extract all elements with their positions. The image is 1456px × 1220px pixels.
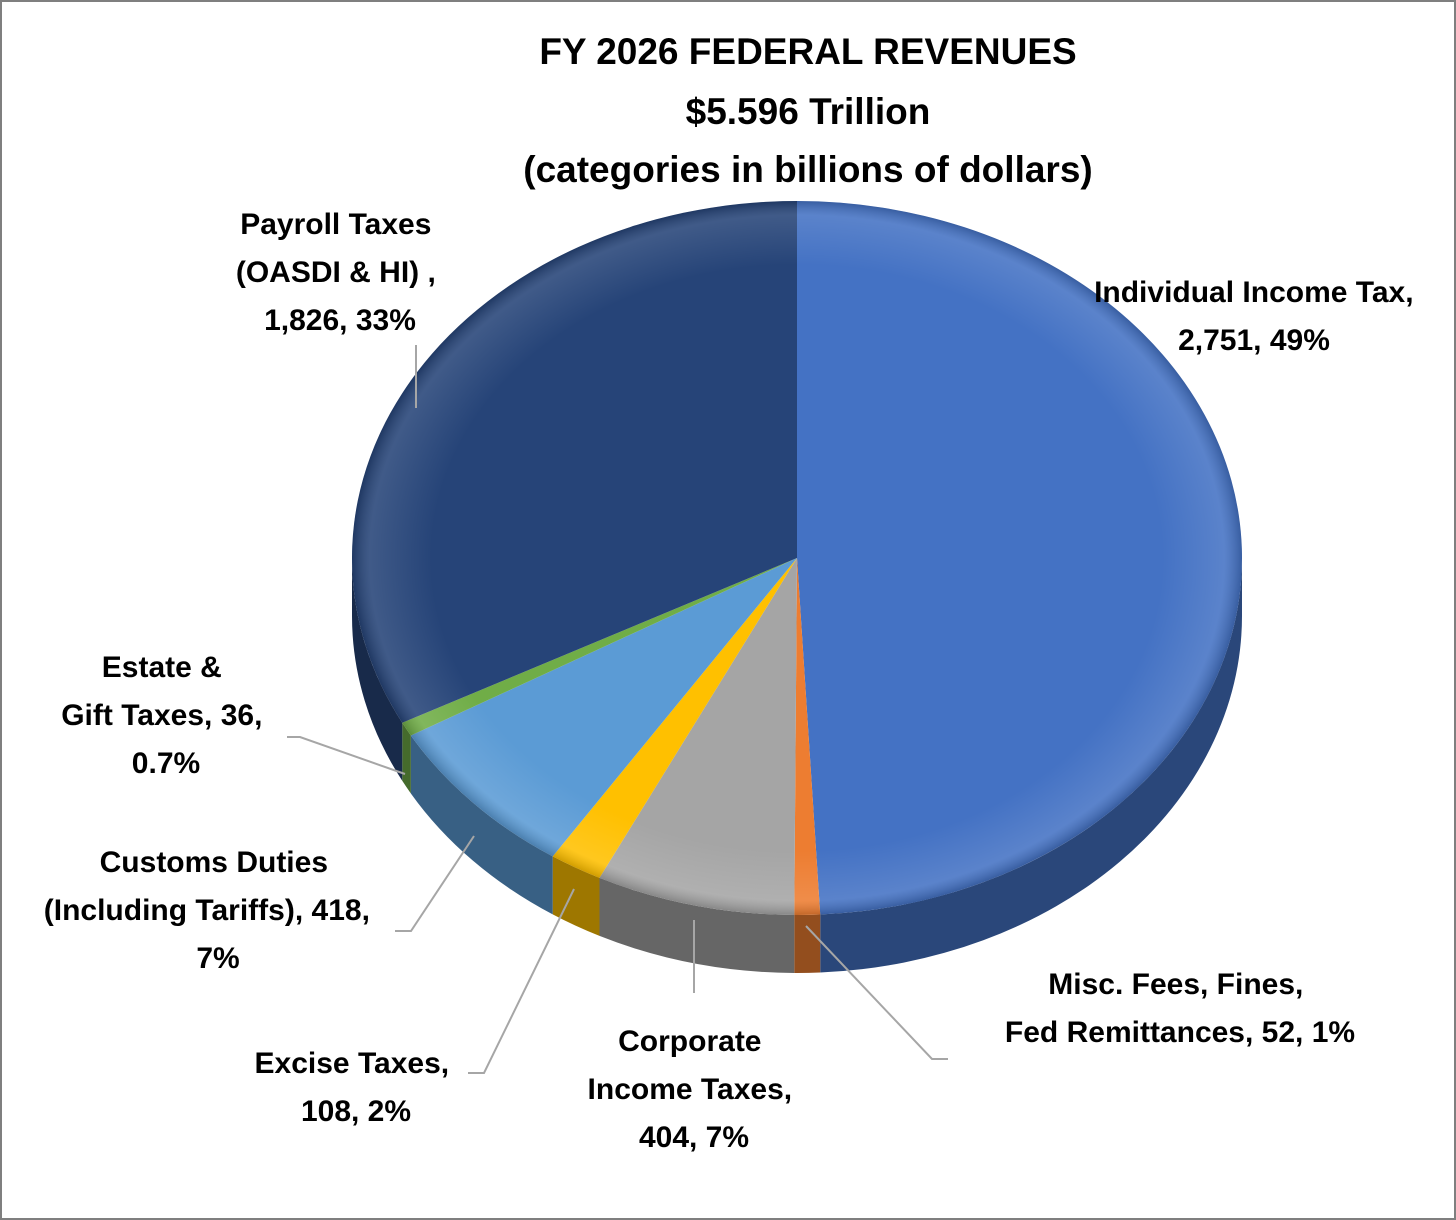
chart-title: FY 2026 FEDERAL REVENUES xyxy=(539,31,1076,72)
chart-subtitle: $5.596 Trillion xyxy=(686,91,931,132)
label-individual-income-tax: Individual Income Tax, 2,751, 49% xyxy=(1094,276,1422,357)
label-misc-fees: Misc. Fees, Fines, Fed Remittances, 52, … xyxy=(1005,968,1355,1049)
label-customs-duties: Customs Duties (Including Tariffs), 418,… xyxy=(44,846,379,975)
pie-side-misc-fees-fines-fed-remittances xyxy=(794,914,821,974)
slice-labels: Individual Income Tax, 2,751, 49% Misc. … xyxy=(44,208,1422,1154)
label-corporate-income-taxes: Corporate Income Taxes, 404, 7% xyxy=(588,1025,801,1154)
leader-excise-line xyxy=(468,888,575,1074)
leader-customs-line xyxy=(395,835,475,932)
label-leader-lines xyxy=(287,345,948,1074)
chart-units-note: (categories in billions of dollars) xyxy=(523,149,1092,190)
chart-title-group: FY 2026 FEDERAL REVENUES $5.596 Trillion… xyxy=(523,31,1092,190)
leader-estate-line xyxy=(287,736,406,775)
leader-misc-line xyxy=(805,925,948,1060)
label-estate-gift-taxes: Estate & Gift Taxes, 36, 0.7% xyxy=(61,651,271,780)
label-excise-taxes: Excise Taxes, 108, 2% xyxy=(255,1047,458,1128)
label-payroll-taxes: Payroll Taxes (OASDI & HI) , 1,826, 33% xyxy=(236,208,444,337)
